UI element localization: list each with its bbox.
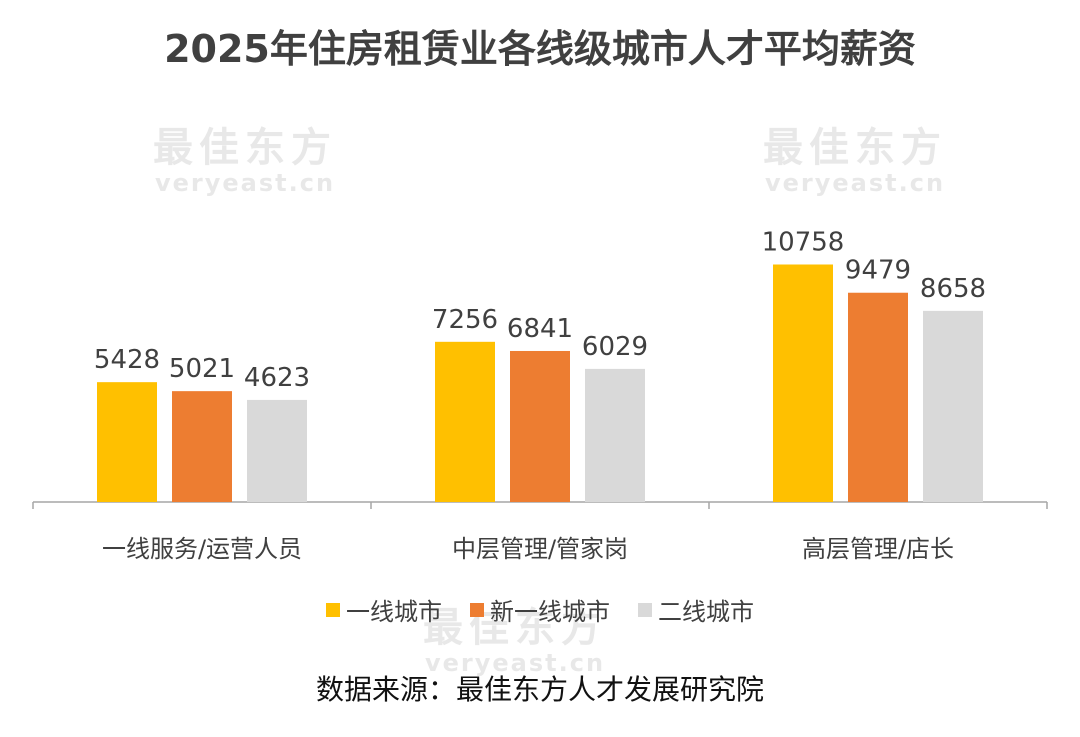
bar: [848, 292, 908, 502]
data-label: 6841: [507, 314, 573, 344]
data-label: 5021: [169, 354, 235, 384]
legend-item: 新一线城市: [470, 592, 610, 627]
data-label: 10758: [762, 227, 845, 257]
x-tick-label: 中层管理/管家岗: [452, 535, 628, 563]
bar: [172, 391, 232, 502]
bar: [435, 341, 495, 502]
bar: [97, 382, 157, 502]
bar: [247, 399, 307, 502]
x-tick-label: 高层管理/店长: [802, 535, 954, 563]
data-label: 4623: [244, 363, 310, 393]
legend-item: 二线城市: [638, 592, 754, 627]
legend-label: 一线城市: [346, 598, 442, 626]
data-label: 9479: [845, 256, 911, 286]
bar: [585, 368, 645, 502]
legend-item: 一线城市: [326, 592, 442, 627]
legend-label: 二线城市: [658, 598, 754, 626]
data-source: 数据来源：最佳东方人才发展研究院: [315, 673, 764, 706]
data-label: 7256: [432, 305, 498, 335]
legend: 一线城市 新一线城市 二线城市: [0, 592, 1080, 627]
x-tick-label: 一线服务/运营人员: [102, 535, 302, 563]
data-label: 6029: [582, 332, 648, 362]
bar: [923, 310, 983, 502]
legend-swatch: [470, 602, 484, 617]
bar: [773, 264, 833, 502]
data-label: 5428: [94, 345, 160, 375]
legend-swatch: [326, 602, 340, 617]
data-label: 8658: [920, 274, 986, 304]
legend-label: 新一线城市: [490, 598, 610, 626]
bar: [510, 350, 570, 502]
chart-title: 2025年住房租赁业各线级城市人才平均薪资: [164, 27, 916, 71]
legend-swatch: [638, 602, 652, 617]
